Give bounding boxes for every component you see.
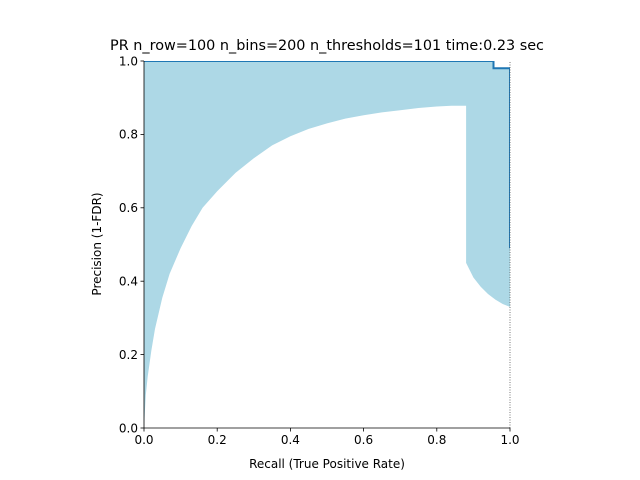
x-tick-label: 0.6 <box>354 433 373 447</box>
x-tick-label: 0.2 <box>208 433 227 447</box>
y-tick-label: 0.6 <box>119 201 138 215</box>
x-tick-label: 0.0 <box>134 433 153 447</box>
y-tick-label: 0.2 <box>119 348 138 362</box>
y-tick-label: 0.4 <box>119 275 138 289</box>
precision-band <box>144 61 510 428</box>
x-axis-ticks: 0.0 0.2 0.4 0.6 0.8 1.0 <box>134 428 520 447</box>
plot-area <box>144 61 511 428</box>
x-axis-label: Recall (True Positive Rate) <box>249 457 405 471</box>
y-axis-ticks: 0.0 0.2 0.4 0.6 0.8 1.0 <box>119 54 144 435</box>
axes-spines <box>143 61 510 429</box>
y-tick-label: 0.0 <box>119 421 138 435</box>
x-tick-label: 1.0 <box>500 433 519 447</box>
y-axis-label: Precision (1-FDR) <box>90 192 104 295</box>
chart-title: PR n_row=100 n_bins=200 n_thresholds=101… <box>110 38 544 54</box>
y-tick-label: 1.0 <box>119 54 138 68</box>
y-tick-label: 0.8 <box>119 128 138 142</box>
pr-curve-line <box>144 61 510 249</box>
x-tick-label: 0.4 <box>281 433 300 447</box>
x-tick-label: 0.8 <box>427 433 446 447</box>
